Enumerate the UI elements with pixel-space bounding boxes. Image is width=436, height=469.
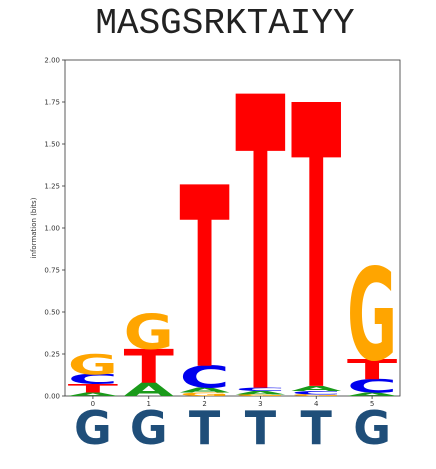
consensus-letter: T	[189, 401, 221, 455]
y-tick-label: 1.00	[44, 225, 60, 233]
y-tick-label: 0.75	[44, 267, 60, 275]
y-tick-label: 1.25	[44, 183, 60, 191]
logo-letter: T	[235, 14, 286, 469]
logo-letter: A	[235, 390, 285, 395]
logo-letter: G	[179, 392, 229, 397]
logo-letter: A	[68, 392, 118, 397]
y-tick-label: 0.50	[44, 309, 60, 317]
logo-letter: C	[68, 371, 118, 387]
x-tick-label: 1	[147, 400, 151, 408]
logo-letter: A	[179, 386, 229, 394]
y-axis-label: information (bits)	[30, 197, 38, 258]
consensus-letter: T	[301, 401, 333, 455]
logo-letter: G	[235, 394, 285, 397]
logo-letter: A	[291, 385, 341, 393]
y-tick-label: 0.25	[44, 351, 60, 359]
logo-letter: C	[179, 360, 229, 395]
logo-letter: T	[68, 382, 119, 395]
logo-letter: G	[347, 241, 397, 389]
consensus-letter: G	[353, 401, 391, 455]
logo-letter: T	[291, 26, 342, 469]
x-tick-label: 0	[91, 400, 95, 408]
x-tick-label: 4	[314, 400, 319, 408]
logo-letter: A	[124, 379, 175, 401]
logo-letter: C	[347, 375, 397, 397]
consensus-letter: G	[130, 401, 168, 455]
y-tick-label: 1.75	[44, 99, 60, 107]
logo-letter: G	[124, 304, 174, 361]
logo-letter: C	[291, 390, 341, 395]
logo-letter: T	[124, 341, 174, 394]
logo-letter: G	[291, 394, 341, 397]
x-tick-label: 3	[258, 400, 262, 408]
logo-letter: G	[68, 349, 118, 381]
logo-letter: T	[347, 354, 397, 386]
y-tick-label: 2.00	[44, 57, 60, 65]
consensus-letter: T	[245, 401, 277, 455]
y-tick-label: 0.00	[44, 393, 60, 401]
y-tick-label: 1.50	[44, 141, 60, 149]
x-tick-label: 2	[202, 400, 206, 408]
logo-letter: C	[235, 387, 285, 392]
logo-letter: T	[179, 135, 229, 425]
chart-title: MASGSRKTAIYY	[95, 3, 354, 44]
x-tick-label: 5	[370, 400, 374, 408]
consensus-letter: G	[74, 401, 112, 455]
logo-letter: A	[347, 392, 397, 397]
